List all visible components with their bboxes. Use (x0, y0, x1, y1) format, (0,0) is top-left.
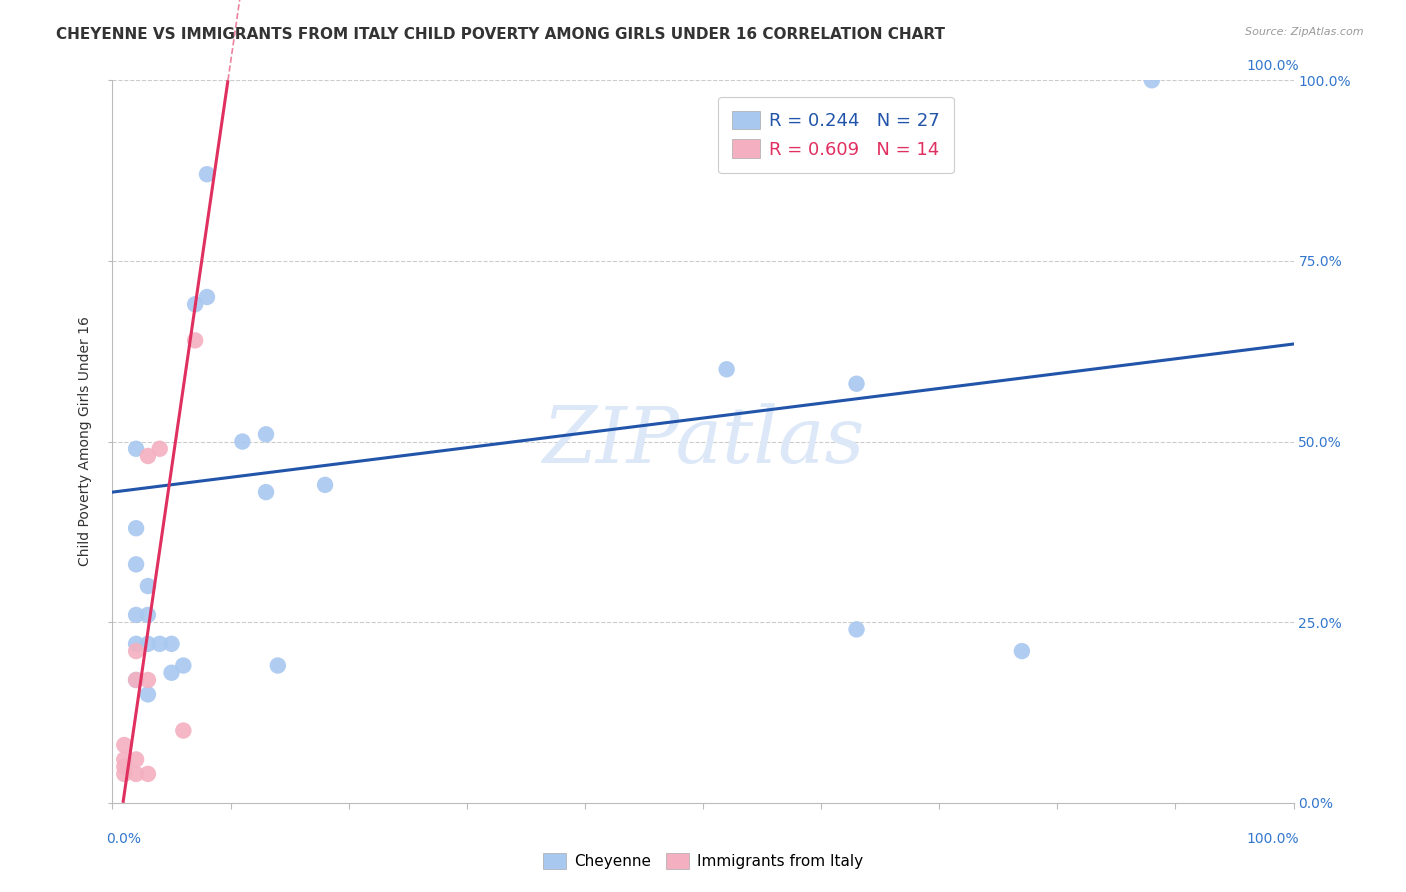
Point (125, 767, 148, 781)
Point (136, 673, 159, 687)
Point (1011, 644, 1033, 658)
Point (136, 687, 159, 701)
Point (254, 427, 277, 442)
Point (125, 607, 148, 622)
Point (195, 167, 218, 181)
Text: 100.0%: 100.0% (1247, 59, 1299, 73)
Point (112, 767, 135, 781)
Point (112, 752, 135, 766)
Point (136, 637, 159, 651)
Point (845, 623, 868, 637)
Point (716, 362, 738, 376)
Point (125, 752, 148, 766)
Text: ZIPatlas: ZIPatlas (541, 403, 865, 480)
Point (172, 658, 194, 673)
Point (136, 767, 159, 781)
Text: CHEYENNE VS IMMIGRANTS FROM ITALY CHILD POVERTY AMONG GIRLS UNDER 16 CORRELATION: CHEYENNE VS IMMIGRANTS FROM ITALY CHILD … (56, 27, 945, 42)
Text: 0.0%: 0.0% (107, 831, 142, 846)
Point (1140, 73, 1163, 87)
Point (845, 376, 868, 391)
Point (125, 673, 148, 687)
Text: 100.0%: 100.0% (1247, 831, 1299, 846)
Text: Source: ZipAtlas.com: Source: ZipAtlas.com (1246, 27, 1364, 37)
Point (160, 637, 183, 651)
Point (314, 478, 336, 492)
Point (125, 558, 148, 572)
Point (172, 723, 194, 738)
Point (125, 644, 148, 658)
Point (254, 485, 277, 500)
Point (112, 738, 135, 752)
Point (267, 658, 290, 673)
Point (195, 290, 218, 304)
Y-axis label: Child Poverty Among Girls Under 16: Child Poverty Among Girls Under 16 (79, 317, 93, 566)
Point (112, 760, 135, 774)
Point (125, 442, 148, 456)
Point (231, 434, 253, 449)
Legend: Cheyenne, Immigrants from Italy: Cheyenne, Immigrants from Italy (537, 847, 869, 875)
Point (136, 579, 159, 593)
Point (136, 449, 159, 463)
Point (184, 297, 207, 311)
Point (136, 607, 159, 622)
Point (149, 637, 172, 651)
Point (125, 521, 148, 535)
Legend: R = 0.244   N = 27, R = 0.609   N = 14: R = 0.244 N = 27, R = 0.609 N = 14 (718, 96, 953, 173)
Point (125, 637, 148, 651)
Point (184, 334, 207, 348)
Point (125, 673, 148, 687)
Point (160, 665, 183, 680)
Point (149, 442, 172, 456)
